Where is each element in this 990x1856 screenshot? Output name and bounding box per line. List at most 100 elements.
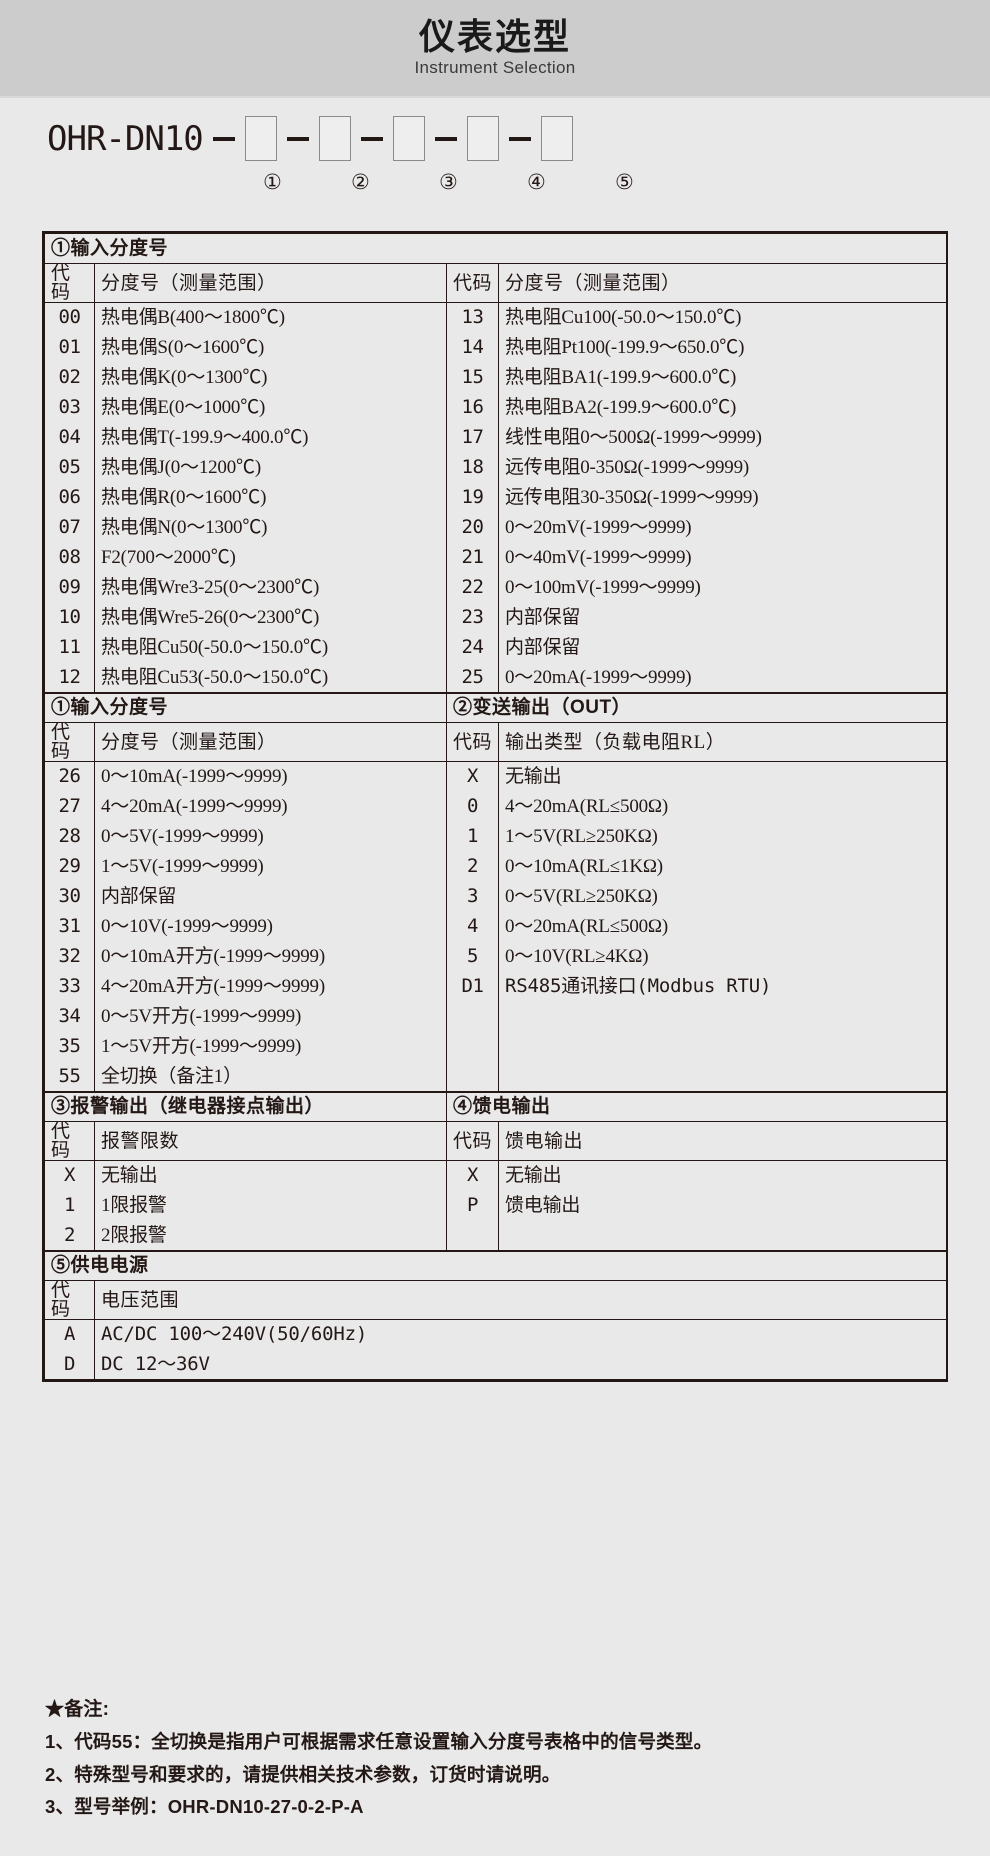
table-row: X 无输出 X 无输出 xyxy=(44,1160,948,1191)
table-row: 代码 分度号（测量范围） 代码 输出类型（负载电阻RL） xyxy=(44,722,948,762)
cell-code: 35 xyxy=(44,1031,95,1062)
cell-value: 0～20mA(-1999～9999) xyxy=(497,662,948,693)
col-header-code-right: 代码 xyxy=(446,263,499,303)
table-row: 11 热电阻Cu50(-50.0～150.0℃) 24 内部保留 xyxy=(44,632,948,663)
cell-value: 4～20mA(-1999～9999) xyxy=(94,791,447,822)
cell-value: F2(700～2000℃) xyxy=(94,542,447,573)
cell-value: 内部保留 xyxy=(497,602,948,633)
cell-value: 热电阻BA2(-199.9～600.0℃) xyxy=(497,392,948,423)
cell-code: 26 xyxy=(44,761,95,792)
cell-value: 1限报警 xyxy=(94,1190,447,1221)
model-marker-2: ② xyxy=(351,170,370,194)
table-row: 26 0～10mA(-1999～9999) X 无输出 xyxy=(44,761,948,792)
table-row: 01 热电偶S(0～1600℃) 14 热电阻Pt100(-199.9～650.… xyxy=(44,332,948,363)
model-slot-1[interactable] xyxy=(244,116,277,161)
table-row: 10 热电偶Wre5-26(0～2300℃) 23 内部保留 xyxy=(44,602,948,633)
cell-value: 全切换（备注1） xyxy=(94,1061,447,1092)
table-row: 07 热电偶N(0～1300℃) 20 0～20mV(-1999～9999) xyxy=(44,512,948,543)
table-row: 代码 电压范围 xyxy=(44,1280,948,1320)
cell-empty xyxy=(497,1220,948,1251)
cell-code: 22 xyxy=(446,572,499,603)
cell-code: 02 xyxy=(44,362,95,393)
cell-value: 远传电阻30-350Ω(-1999～9999) xyxy=(497,482,948,513)
cell-code: 4 xyxy=(446,911,499,942)
cell-value: 热电阻Cu53(-50.0～150.0℃) xyxy=(94,662,447,693)
cell-value: 0～10mA开方(-1999～9999) xyxy=(94,941,447,972)
cell-value: RS485通讯接口(Modbus RTU) xyxy=(497,971,948,1002)
col-header-value-alarm: 报警限数 xyxy=(94,1121,447,1161)
model-slot-3[interactable] xyxy=(392,116,425,161)
section-title-transmit-output: ②变送输出（OUT） xyxy=(445,691,948,723)
cell-value: 热电偶Wre3-25(0～2300℃) xyxy=(94,572,447,603)
cell-value: 内部保留 xyxy=(94,881,447,912)
cell-code: 20 xyxy=(446,512,499,543)
table-row: 00 热电偶B(400～1800℃) 13 热电阻Cu100(-50.0～150… xyxy=(44,302,948,333)
cell-value: 0～5V(RL≥250KΩ) xyxy=(497,881,948,912)
col-header-code-feed: 代码 xyxy=(446,1121,499,1161)
cell-code: 28 xyxy=(44,821,95,852)
table-row: ③报警输出（继电器接点输出） ④馈电输出 xyxy=(44,1090,948,1122)
col-header-code-left: 代码 xyxy=(44,263,95,303)
table-row: 2 2限报警 xyxy=(44,1220,948,1251)
table-row: ①输入分度号 ②变送输出（OUT） xyxy=(44,691,948,723)
cell-code: 1 xyxy=(44,1190,95,1221)
model-dash-2 xyxy=(360,136,383,141)
notes-section: ★备注: 1、代码55：全切换是指用户可根据需求任意设置输入分度号表格中的信号类… xyxy=(45,1700,945,1831)
table-row: 03 热电偶E(0～1000℃) 16 热电阻BA2(-199.9～600.0℃… xyxy=(44,392,948,423)
cell-code: D xyxy=(44,1349,95,1380)
cell-code: 3 xyxy=(446,881,499,912)
table-row: 04 热电偶T(-199.9～400.0℃) 17 线性电阻0～500Ω(-19… xyxy=(44,422,948,453)
note-item-3: 3、型号举例：OHR-DN10-27-0-2-P-A xyxy=(45,1796,364,1817)
col-header-code-power: 代码 xyxy=(44,1280,95,1320)
cell-code: 27 xyxy=(44,791,95,822)
model-slot-4[interactable] xyxy=(466,116,499,161)
section-title-input-a: ①输入分度号 xyxy=(43,233,948,264)
cell-value: 热电阻BA1(-199.9～600.0℃) xyxy=(497,362,948,393)
model-slot-2[interactable] xyxy=(318,116,351,161)
cell-value: 0～100mV(-1999～9999) xyxy=(497,572,948,603)
table-row: 02 热电偶K(0～1300℃) 15 热电阻BA1(-199.9～600.0℃… xyxy=(44,362,948,393)
page-title-en: Instrument Selection xyxy=(414,58,576,78)
cell-code: 10 xyxy=(44,602,95,633)
cell-empty xyxy=(497,1031,948,1062)
model-dash-4 xyxy=(508,136,531,141)
table-row: 31 0～10V(-1999～9999) 4 0～20mA(RL≤500Ω) xyxy=(44,911,948,942)
table-row: 28 0～5V(-1999～9999) 1 1～5V(RL≥250KΩ) xyxy=(44,821,948,852)
section-title-alarm-output: ③报警输出（继电器接点输出） xyxy=(44,1090,447,1122)
cell-value: 馈电输出 xyxy=(497,1190,948,1221)
cell-value: 0～10V(-1999～9999) xyxy=(94,911,447,942)
cell-value: 0～5V(-1999～9999) xyxy=(94,821,447,852)
col-header-value-input-b: 分度号（测量范围） xyxy=(94,722,447,762)
cell-empty xyxy=(446,1031,499,1062)
cell-code: 2 xyxy=(446,851,499,882)
model-marker-5: ⑤ xyxy=(615,170,634,194)
selection-table-sheet: ①输入分度号 代码 分度号（测量范围） 代码 分度号（测量范围） 00 热电偶B… xyxy=(42,231,948,1382)
cell-value: DC 12～36V xyxy=(93,1349,948,1380)
cell-code: 18 xyxy=(446,452,499,483)
table-row: 代码 报警限数 代码 馈电输出 xyxy=(44,1121,948,1161)
cell-value: 远传电阻0-350Ω(-1999～9999) xyxy=(497,452,948,483)
model-dash-3 xyxy=(434,136,457,141)
table-row: 05 热电偶J(0～1200℃) 18 远传电阻0-350Ω(-1999～999… xyxy=(44,452,948,483)
cell-code: 05 xyxy=(44,452,95,483)
cell-code: 23 xyxy=(446,602,499,633)
cell-code: X xyxy=(446,761,499,792)
model-slot-5[interactable] xyxy=(540,116,573,161)
cell-value: 热电偶R(0～1600℃) xyxy=(94,482,447,513)
cell-value: 0～20mV(-1999～9999) xyxy=(497,512,948,543)
cell-code: 0 xyxy=(446,791,499,822)
cell-code: 03 xyxy=(44,392,95,423)
table-row: 1 1限报警 P 馈电输出 xyxy=(44,1190,948,1221)
cell-value: 内部保留 xyxy=(497,632,948,663)
cell-code: 11 xyxy=(44,632,95,663)
cell-value: AC/DC 100～240V(50/60Hz) xyxy=(93,1319,948,1350)
cell-value: 4～20mA开方(-1999～9999) xyxy=(94,971,447,1002)
cell-code: 13 xyxy=(446,302,499,333)
table-row: 30 内部保留 3 0～5V(RL≥250KΩ) xyxy=(44,881,948,912)
cell-code: 12 xyxy=(44,662,95,693)
cell-value: 热电偶J(0～1200℃) xyxy=(94,452,447,483)
cell-code: 08 xyxy=(44,542,95,573)
cell-value: 热电偶N(0～1300℃) xyxy=(94,512,447,543)
cell-code: 2 xyxy=(44,1220,95,1251)
cell-code: X xyxy=(446,1160,499,1191)
